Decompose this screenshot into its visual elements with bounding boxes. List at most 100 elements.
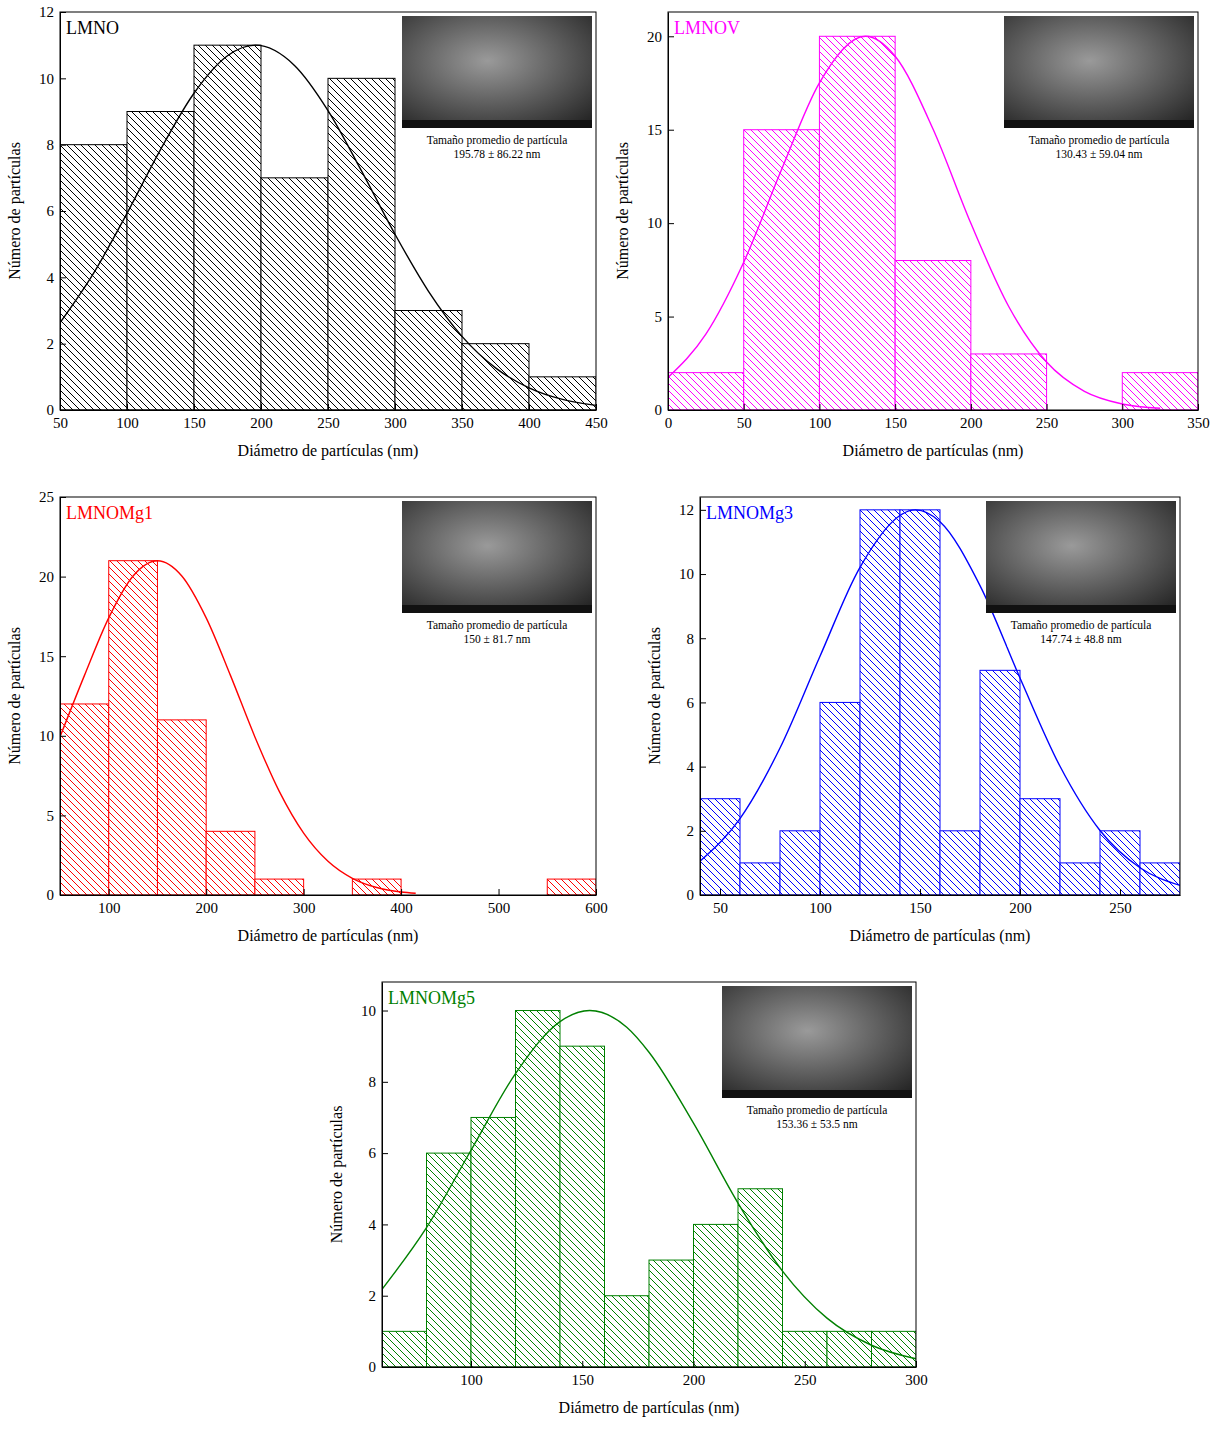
histogram-bar [827, 1331, 872, 1367]
y-tick: 10 [39, 728, 66, 744]
y-tick-mark [700, 574, 706, 575]
y-tick-mark [60, 211, 66, 212]
x-tick: 200 [683, 1361, 706, 1388]
plot-frame [700, 497, 1180, 895]
x-tick: 100 [116, 404, 139, 431]
sem-info-bar [986, 605, 1176, 613]
x-axis-line [383, 1367, 917, 1368]
y-tick-mark [700, 638, 706, 639]
y-tick-mark [60, 895, 66, 896]
histogram-bar [109, 561, 158, 895]
y-tick-mark [700, 767, 706, 768]
y-tick: 0 [655, 402, 675, 418]
x-tick: 150 [183, 404, 206, 431]
histogram-bar [900, 510, 940, 895]
y-tick-mark [60, 410, 66, 411]
histogram-bar [157, 720, 206, 895]
y-tick-label: 2 [47, 336, 55, 352]
annotation: Tamaño promedio de partícula [747, 1104, 888, 1117]
y-tick-label: 10 [39, 728, 54, 744]
x-axis: 100200300400500600 [61, 889, 608, 916]
y-tick-label: 2 [687, 823, 695, 839]
x-tick-mark [805, 1361, 806, 1367]
histogram-bar [1020, 799, 1060, 895]
x-axis: 050100150200250300350 [665, 404, 1210, 431]
x-tick-label: 50 [53, 415, 68, 431]
x-tick-mark [206, 889, 207, 895]
y-tick-mark [668, 410, 674, 411]
x-tick: 50 [737, 404, 752, 431]
x-tick-label: 150 [183, 415, 206, 431]
x-tick: 150 [884, 404, 907, 431]
x-tick: 250 [1109, 889, 1132, 916]
y-tick: 0 [687, 887, 707, 903]
sem-info-bar [1004, 120, 1194, 128]
x-tick-label: 150 [884, 415, 907, 431]
x-tick: 100 [98, 889, 121, 916]
y-tick: 4 [687, 759, 707, 775]
y-tick-mark [60, 656, 66, 657]
x-tick-label: 50 [737, 415, 752, 431]
panel: 50100150200250024681012Diámetro de partí… [646, 497, 1181, 945]
x-tick: 250 [794, 1361, 817, 1388]
x-tick-label: 450 [585, 415, 608, 431]
x-axis-line [61, 895, 597, 896]
caption-background [1008, 617, 1155, 647]
x-axis: 100150200250300 [383, 1361, 928, 1388]
y-tick-mark [60, 736, 66, 737]
y-tick-mark [700, 831, 706, 832]
x-axis-title: Diámetro de partículas (nm) [559, 1399, 740, 1417]
y-tick-label: 10 [361, 1003, 376, 1019]
y-tick: 4 [47, 270, 67, 286]
x-tick: 200 [195, 889, 218, 916]
annotation: 153.36 ± 53.5 nm [776, 1118, 857, 1130]
y-tick-mark [382, 1296, 388, 1297]
histogram-bar [261, 178, 328, 410]
x-tick-label: 300 [905, 1372, 928, 1388]
histogram-bar [60, 145, 127, 410]
x-tick-mark [971, 404, 972, 410]
y-axis: 05101520 [647, 13, 674, 419]
x-tick-mark [1122, 404, 1123, 410]
y-tick-label: 20 [39, 569, 54, 585]
y-tick-mark [60, 145, 66, 146]
histogram-bar [560, 1046, 605, 1367]
y-axis-title: Número de partículas [328, 1106, 346, 1244]
x-tick: 300 [384, 404, 407, 431]
y-tick: 5 [47, 808, 67, 824]
y-tick-label: 0 [47, 887, 55, 903]
annotation: 147.74 ± 48.8 nm [1040, 633, 1121, 645]
sem-info-bar [402, 605, 592, 613]
sem-info-bar [722, 1090, 912, 1098]
y-tick-mark [382, 1224, 388, 1225]
y-tick-mark [700, 895, 706, 896]
x-tick-label: 200 [195, 900, 218, 916]
annotation: Tamaño promedio de partícula [427, 619, 568, 632]
y-tick: 8 [369, 1074, 389, 1090]
x-tick: 250 [1036, 404, 1059, 431]
y-tick-mark [60, 344, 66, 345]
x-tick-mark [920, 889, 921, 895]
y-tick: 0 [47, 402, 67, 418]
panel: 1001502002503000246810Diámetro de partíc… [328, 982, 928, 1417]
x-tick-mark [694, 1361, 695, 1367]
x-tick: 350 [451, 404, 474, 431]
panel-title: LMNOMg3 [706, 503, 793, 523]
histogram-bar [783, 1331, 828, 1367]
histogram-bar [255, 879, 304, 895]
y-tick-mark [382, 1153, 388, 1154]
histogram-bar [60, 704, 109, 895]
y-tick: 0 [47, 887, 67, 903]
x-axis: 50100150200250300350400450 [53, 404, 608, 431]
histogram-bar [820, 702, 860, 895]
histogram-bar [860, 510, 900, 895]
histogram-bar [895, 261, 971, 410]
histogram-bar [780, 831, 820, 895]
histogram-bar [605, 1296, 650, 1367]
panel-title: LMNOV [674, 18, 740, 38]
x-tick-mark [819, 404, 820, 410]
histogram-bar [971, 354, 1047, 410]
x-tick: 50 [713, 889, 728, 916]
x-tick: 250 [317, 404, 340, 431]
y-tick-mark [668, 223, 674, 224]
